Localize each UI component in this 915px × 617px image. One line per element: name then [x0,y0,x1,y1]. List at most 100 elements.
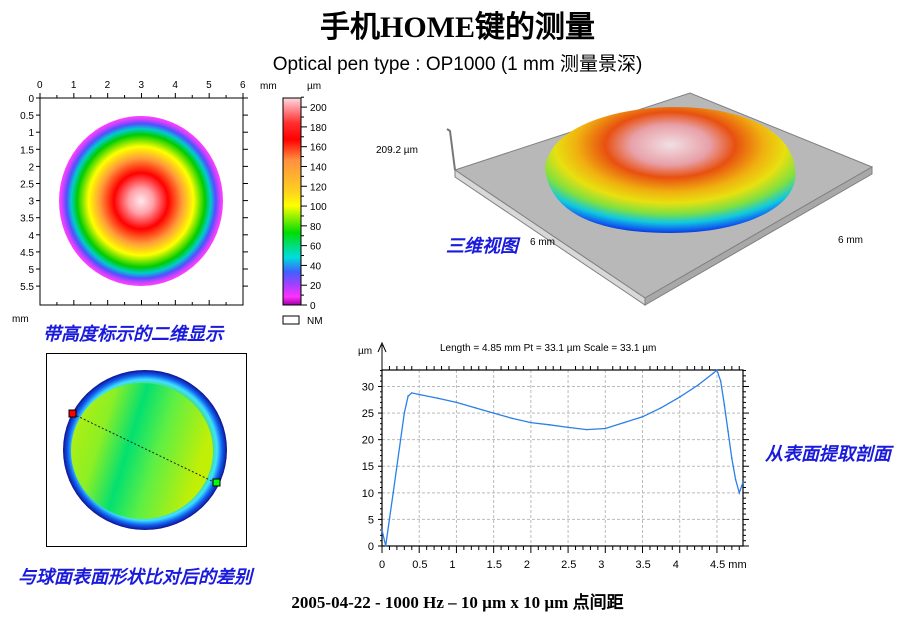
diffmap-caption: 与球面表面形状比对后的差别 [18,567,252,587]
nm-legend-label: NM [307,316,323,326]
profile-data-point [727,430,729,433]
colorbar-tick-label: 180 [310,123,327,134]
colorbar-tick-label: 140 [310,162,327,173]
profile-data-point [716,369,718,371]
colorbar-tick-label: 40 [310,261,322,272]
map-y-tick-label: 2.5 [20,180,34,191]
profile-data-point [641,415,644,418]
profile-x-tick-label: 0.5 [412,559,427,571]
profile-data-point [660,406,662,409]
profile-series-line [381,368,744,547]
profile-y-tick-label: 15 [362,461,374,473]
map2d-caption: 带高度标示的二维显示 [43,324,223,344]
profile-info: Length = 4.85 mm Pt = 33.1 µm Scale = 33… [440,343,656,354]
profile-end-marker[interactable] [212,478,221,487]
profile-y-tick-label: 0 [368,541,374,553]
map-x-tick-label: 5 [206,80,212,91]
profile-data-point [474,406,476,409]
profile-data-point [384,545,387,547]
height-map-image [59,116,223,286]
map-y-tick-label: 1 [28,128,34,139]
profile-data-point [731,457,733,460]
profile-x-tick-label: 4 [673,559,679,571]
profile-data-point [388,518,391,521]
view3d-caption: 三维视图 [446,236,518,256]
z-axis [446,128,456,171]
profile-data-point [455,401,458,404]
profile-data-point [604,427,607,430]
colorbar-tick-label: 200 [310,103,327,114]
colorbar-tick-label: 160 [310,143,327,154]
profile-data-point [530,421,532,424]
map-x-tick-label: 0 [37,80,43,91]
colorbar-tick-label: 80 [310,222,322,233]
profile-y-unit: µm [358,346,372,357]
y-axis-arrow-icon [377,341,387,370]
profile-x-tick-label: 3.5 [636,559,651,571]
colorbar-tick-label: 20 [310,281,322,292]
view-3d: 209.2 µm 6 mm 6 mm [376,92,874,306]
map-y-tick-label: 1.5 [20,145,34,156]
map-x-tick-label: 6 [240,80,246,91]
profile-data-point [396,465,398,468]
map-y-tick-label: 4 [28,231,34,242]
profile-data-point [381,529,383,531]
profile-data-point [392,492,394,494]
profile-y-tick-label: 30 [362,381,374,393]
profile-y-tick-label: 20 [362,435,374,447]
profile-data-point [418,393,421,396]
profile-chart: 0 0.5 1 1.5 2 2.5 3 3.5 4 4.5 mm 0 5 10 15 20 25 30 µm L… [358,341,749,571]
profile-x-tick-label: 3 [598,559,604,571]
map-x-tick-label: 1 [71,80,77,91]
profile-caption: 从表面提取剖面 [765,444,891,464]
profile-x-tick-label: 0 [379,559,385,571]
map-y-tick-label: 4.5 [20,248,34,259]
profile-x-tick-label: 2 [524,559,530,571]
map-x-tick-label: 3 [139,80,145,91]
footer-note: 2005-04-22 - 1000 Hz – 10 µm x 10 µm 点间距 [291,593,624,612]
profile-data-point [511,417,514,420]
map-x-tick-label: 2 [105,80,111,91]
dome-surface [545,107,796,233]
profile-data-point [742,481,744,483]
profile-data-point [403,412,406,414]
map-y-tick-label: 5.5 [20,282,34,293]
z-height-label: 209.2 µm [376,145,418,156]
profile-data-point [492,412,495,414]
page-subtitle: Optical pen type : OP1000 (1 mm 测量景深) [272,54,643,75]
profile-data-point [678,396,681,398]
profile-y-tick-label: 5 [368,514,374,526]
map-y-tick-label: 3 [28,197,34,208]
profile-data-point [585,428,588,431]
colorbar-tick-label: 0 [310,301,316,312]
profile-data-point [567,426,569,429]
profile-line[interactable] [72,413,217,484]
profile-y-tick-label: 25 [362,408,374,420]
profile-data-point [738,492,741,494]
profile-x-tick-label: 1 [449,559,455,571]
map-y-tick-label: 3.5 [20,214,34,225]
map-y-unit: mm [12,314,29,325]
colorbar-tick-label: 100 [310,202,327,213]
y-length-label: 6 mm [838,235,863,246]
map-y-tick-label: 0 [28,94,34,105]
difference-map [46,353,247,547]
colorbar-tick-label: 60 [310,242,322,253]
profile-x-tick-label: 1.5 [487,559,502,571]
profile-data-point [697,384,700,386]
profile-data-point [734,478,737,481]
base-plate-edge-right [644,166,873,306]
profile-data-point [399,438,402,441]
profile-data-point [437,397,439,399]
profile-x-tick-label: 2.5 [561,559,576,571]
colorbar [282,97,302,306]
profile-start-marker[interactable] [68,409,77,418]
map-y-tick-label: 2 [28,162,34,173]
x-length-label: 6 mm [530,237,555,248]
profile-plot-frame [381,369,744,547]
colorbar-tick-label: 120 [310,182,327,193]
map-y-tick-label: 5 [28,265,34,276]
profile-data-point [712,372,715,374]
page-title: 手机HOME键的测量 [320,11,595,44]
profile-data-point [548,423,551,426]
